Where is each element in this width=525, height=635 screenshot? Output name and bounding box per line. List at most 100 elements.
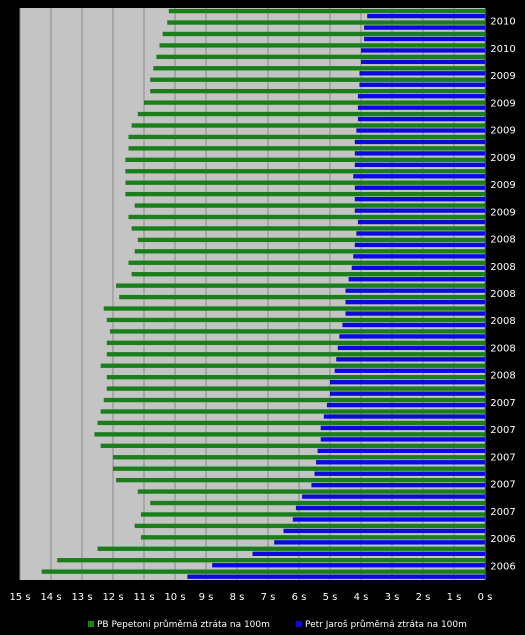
y-label-13: 2008 [490, 343, 515, 354]
y-label-16: 2007 [490, 425, 515, 436]
bar-s1-45 [140, 512, 485, 517]
bar-s1-23 [128, 260, 485, 265]
bar-s2-25 [345, 288, 485, 293]
y-label-20: 2006 [490, 534, 515, 545]
x-tick-label-5: 10 s [164, 592, 185, 603]
bar-s1-44 [150, 500, 485, 506]
bar-s1-12 [128, 134, 485, 140]
bar-s1-41 [113, 466, 485, 471]
bar-s1-30 [106, 340, 486, 346]
bar-s1-50 [41, 569, 485, 574]
y-label-17: 2007 [490, 452, 515, 463]
y-label-15: 2007 [490, 398, 515, 409]
bar-s2-49 [212, 563, 485, 568]
bar-s2-10 [357, 116, 485, 122]
y-label-7: 2009 [490, 180, 515, 191]
bar-s1-48 [97, 546, 485, 551]
x-tick-label-13: 2 s [416, 592, 431, 603]
bar-s2-11 [356, 128, 485, 133]
bar-s2-37 [320, 425, 485, 431]
bar-s1-46 [134, 523, 485, 529]
bar-s1-38 [94, 432, 486, 437]
bar-s1-16 [125, 180, 486, 185]
bar-s1-37 [97, 420, 485, 426]
bar-s1-36 [100, 409, 485, 414]
bar-s1-33 [106, 374, 486, 380]
bar-s1-21 [137, 237, 486, 243]
bar-s2-2 [364, 25, 485, 30]
bar-s2-40 [316, 460, 485, 465]
bar-s1-6 [153, 66, 486, 71]
bar-s1-5 [156, 54, 485, 60]
bar-s2-50 [187, 574, 485, 579]
bar-s2-30 [337, 345, 485, 351]
bar-s1-40 [113, 455, 485, 460]
bar-s1-28 [106, 317, 486, 323]
bar-s1-11 [131, 123, 485, 128]
x-tick-label-15: 0 s [478, 592, 493, 603]
bar-s2-6 [359, 71, 485, 76]
bar-s2-17 [354, 196, 485, 202]
y-label-18: 2007 [490, 480, 515, 491]
bar-s1-15 [125, 169, 486, 174]
bar-s2-36 [323, 414, 485, 419]
bar-s2-14 [354, 162, 485, 168]
bar-s2-47 [274, 540, 485, 545]
bar-s1-20 [131, 226, 485, 231]
bar-s1-31 [106, 352, 486, 357]
y-label-5: 2009 [490, 126, 515, 137]
legend-label-2: Petr Jaroš průměrná ztráta na 100m [305, 619, 467, 630]
y-label-21: 2006 [490, 561, 515, 572]
x-tick-label-0: 15 s [9, 592, 30, 603]
y-label-11: 2008 [490, 289, 515, 300]
bar-s2-22 [353, 254, 485, 259]
bar-s2-16 [354, 185, 485, 190]
y-label-4: 2009 [490, 98, 515, 109]
bar-s2-4 [361, 48, 485, 53]
y-label-14: 2008 [490, 371, 515, 382]
bar-s1-39 [100, 443, 485, 448]
x-tick-label-14: 1 s [447, 592, 462, 603]
plot-background [20, 8, 485, 580]
bar-s1-32 [100, 363, 485, 368]
bar-s1-26 [119, 294, 485, 300]
x-tick-label-11: 4 s [354, 592, 369, 603]
bar-s1-3 [162, 31, 485, 37]
x-axis-ticks: 15 s 14 s 13 s 12 s 11 s 10 s 9 s 8 s 7 s 6 s 5 s 4… [9, 592, 492, 603]
y-label-19: 2007 [490, 507, 515, 518]
bar-s1-42 [116, 477, 485, 483]
y-label-1: 2010 [490, 17, 515, 28]
bar-s1-14 [125, 157, 486, 162]
bar-s2-42 [311, 482, 485, 488]
x-tick-label-3: 12 s [102, 592, 123, 603]
legend-swatch-1 [88, 621, 94, 627]
x-tick-label-4: 11 s [133, 592, 154, 603]
bar-s1-9 [144, 100, 485, 105]
bar-s2-33 [330, 380, 485, 385]
bar-s2-41 [314, 471, 485, 476]
x-tick-label-2: 13 s [71, 592, 92, 603]
x-tick-label-10: 5 s [323, 592, 338, 603]
bar-s2-13 [354, 151, 485, 156]
bar-s2-43 [302, 494, 485, 499]
y-label-2: 2010 [490, 44, 515, 55]
bar-s1-7 [150, 77, 485, 82]
bar-s2-39 [317, 448, 485, 454]
bar-s1-35 [103, 397, 485, 403]
x-tick-label-9: 6 s [292, 592, 307, 603]
legend-label-1: PB Pepetoni průměrná ztráta na 100m [97, 619, 270, 630]
bar-s2-5 [361, 59, 485, 65]
bar-s2-19 [357, 219, 485, 225]
bar-s2-24 [348, 277, 485, 282]
bar-s2-7 [359, 82, 485, 87]
bar-s2-8 [357, 94, 485, 99]
bar-s2-32 [334, 368, 485, 373]
bar-s1-13 [128, 146, 485, 151]
bar-s1-10 [137, 111, 486, 117]
bar-s2-35 [326, 402, 485, 408]
bar-s1-2 [167, 20, 485, 25]
bar-s2-26 [345, 299, 485, 305]
x-tick-label-1: 14 s [40, 592, 61, 603]
bar-s1-1 [168, 8, 486, 14]
